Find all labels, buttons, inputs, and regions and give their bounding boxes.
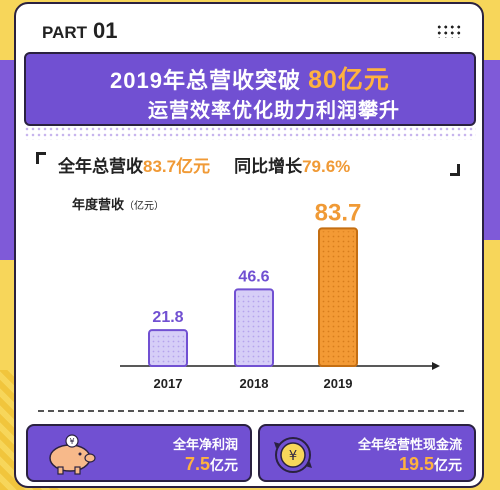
yuan-cycle-icon: ¥ (274, 437, 312, 473)
part-number: 01 (93, 18, 118, 43)
x-axis-arrow (432, 362, 440, 370)
growth-value: 79.6% (302, 157, 351, 176)
title-prefix: 2019年总营收突破 (110, 68, 301, 93)
cash-flow-card: ¥ 全年经营性现金流 19.5亿元 (258, 424, 476, 482)
title-banner: 2019年总营收突破 80亿元 运营效率优化助力利润攀升 (24, 52, 476, 126)
cash-flow-value: 19.5亿元 (399, 454, 462, 475)
value-label-2017: 21.8 (152, 309, 183, 326)
net-profit-number: 7.5 (184, 454, 210, 474)
net-profit-unit: 亿元 (210, 457, 238, 473)
cash-flow-number: 19.5 (398, 454, 434, 474)
title-accent: 80亿元 (308, 66, 390, 94)
svg-text:¥: ¥ (289, 449, 297, 464)
revenue-value: 83.7亿元 (143, 157, 211, 176)
dots-band (24, 126, 476, 140)
background-stripe-left (0, 60, 16, 260)
title-line1: 2019年总营收突破 80亿元 (26, 60, 474, 96)
growth-label: 同比增长 (234, 157, 303, 176)
infographic-card: PART 01 2019年总营收突破 80亿元 运营效率优化助力利润攀升 全年总营… (14, 2, 484, 488)
x-tick-2018: 2018 (240, 376, 269, 391)
dashed-divider (38, 410, 464, 412)
revenue-label: 全年总营收 (58, 157, 143, 176)
summary-line: 全年总营收83.7亿元 同比增长79.6% (58, 152, 350, 177)
net-profit-card: ¥ 全年净利润 7.5亿元 (26, 424, 252, 482)
bar-texture-2019 (322, 231, 354, 363)
svg-text:¥: ¥ (69, 437, 74, 446)
x-tick-2017: 2017 (154, 376, 183, 391)
bracket-top-left (36, 152, 46, 164)
bar-texture-2018 (238, 292, 270, 363)
piggy-bank-icon: ¥ (49, 434, 96, 475)
cash-flow-unit: 亿元 (434, 457, 462, 473)
net-profit-value: 7.5亿元 (185, 454, 238, 475)
title-line2: 运营效率优化助力利润攀升 (148, 100, 400, 122)
value-label-2018: 46.6 (238, 268, 269, 285)
x-tick-2019: 2019 (324, 376, 353, 391)
bracket-bottom-right (450, 164, 460, 176)
background-stripe-right (482, 60, 500, 240)
part-label-text: PART (42, 23, 88, 42)
bar-texture-2017 (152, 333, 184, 363)
value-label-2019: 83.7 (315, 199, 362, 226)
revenue-bar-chart: 21.8 2017 46.6 2018 83.7 2019 (120, 199, 440, 391)
cash-flow-label: 全年经营性现金流 (357, 437, 462, 452)
net-profit-label: 全年净利润 (172, 437, 238, 452)
dots-grid-icon (436, 24, 462, 38)
chart-ylabel-text: 年度营收 (72, 197, 125, 212)
part-label: PART 01 (42, 18, 118, 44)
chart-ylabel-unit: （亿元） (124, 201, 165, 212)
chart-ylabel: 年度营收（亿元） (72, 194, 164, 213)
